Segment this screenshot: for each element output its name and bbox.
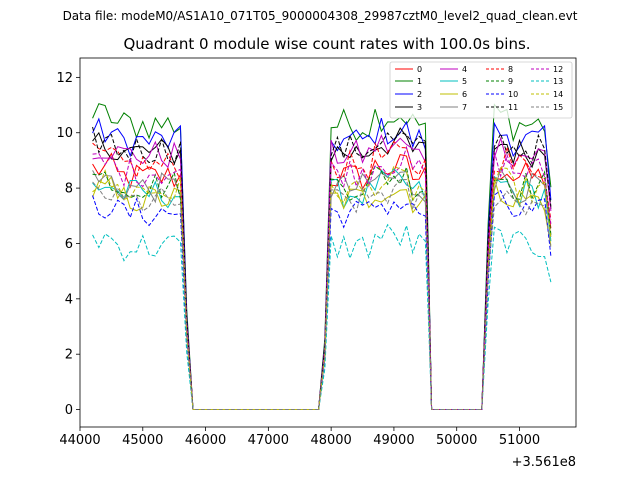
x-tick-label: 46000 (185, 433, 226, 448)
x-tick-label: 45000 (122, 433, 163, 448)
y-tick-label: 6 (65, 237, 73, 252)
legend-label-11: 11 (508, 103, 518, 112)
axes-frame (79, 57, 577, 428)
y-tick-label: 0 (65, 403, 73, 418)
x-tick-label: 47000 (248, 433, 289, 448)
legend-label-3: 3 (417, 103, 422, 112)
y-tick-label: 2 (65, 348, 73, 363)
suptitle: Data file: modeM0/AS1A10_071T05_90000043… (63, 9, 578, 23)
x-tick-label: 49000 (373, 433, 414, 448)
legend-label-5: 5 (462, 77, 467, 86)
y-tick-label: 10 (56, 126, 73, 141)
legend-label-9: 9 (508, 77, 513, 86)
chart-title: Quadrant 0 module wise count rates with … (123, 35, 530, 53)
legend-label-10: 10 (508, 90, 518, 99)
x-axis: 44000 45000 46000 47000 48000 49000 50000 51000 (59, 427, 540, 448)
legend-label-12: 12 (553, 65, 563, 74)
y-tick-label: 8 (65, 182, 73, 197)
x-offset-label: +3.561e8 (512, 455, 576, 470)
plot-area: 44000 45000 46000 47000 48000 49000 50000 51000… (56, 57, 577, 470)
legend-box (389, 61, 573, 119)
legend-label-13: 13 (553, 77, 563, 86)
y-tick-label: 12 (56, 71, 73, 86)
x-tick-label: 51000 (499, 433, 540, 448)
legend-label-2: 2 (417, 90, 422, 99)
x-tick-label: 50000 (436, 433, 477, 448)
legend-label-8: 8 (508, 65, 513, 74)
x-tick-label: 48000 (310, 433, 351, 448)
y-tick-label: 4 (65, 292, 73, 307)
legend-label-0: 0 (417, 65, 422, 74)
y-axis: 0 2 4 6 8 10 12 (56, 71, 80, 418)
series-line-15 (92, 179, 552, 411)
legend-label-15: 15 (553, 103, 563, 112)
legend-label-7: 7 (462, 103, 467, 112)
legend-label-4: 4 (462, 65, 467, 74)
legend-label-1: 1 (417, 77, 422, 86)
series-layer (92, 103, 552, 411)
legend-label-6: 6 (462, 90, 467, 99)
legend-label-14: 14 (553, 90, 563, 99)
x-tick-label: 44000 (59, 433, 100, 448)
